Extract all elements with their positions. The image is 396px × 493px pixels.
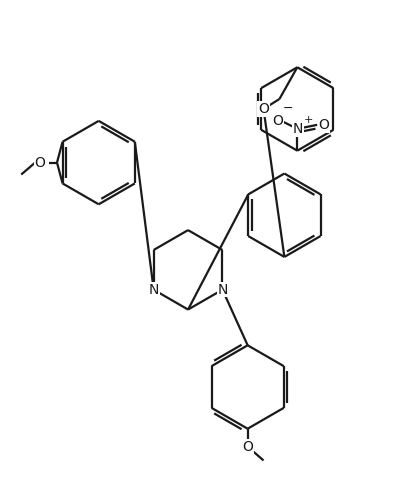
Text: −: − <box>282 102 293 115</box>
Text: N: N <box>293 122 303 136</box>
Text: O: O <box>242 440 253 454</box>
Text: O: O <box>258 102 269 116</box>
Text: O: O <box>35 156 46 170</box>
Text: +: + <box>304 115 314 125</box>
Text: O: O <box>319 118 329 132</box>
Text: N: N <box>217 282 228 297</box>
Text: O: O <box>272 114 283 128</box>
Text: N: N <box>148 282 159 297</box>
